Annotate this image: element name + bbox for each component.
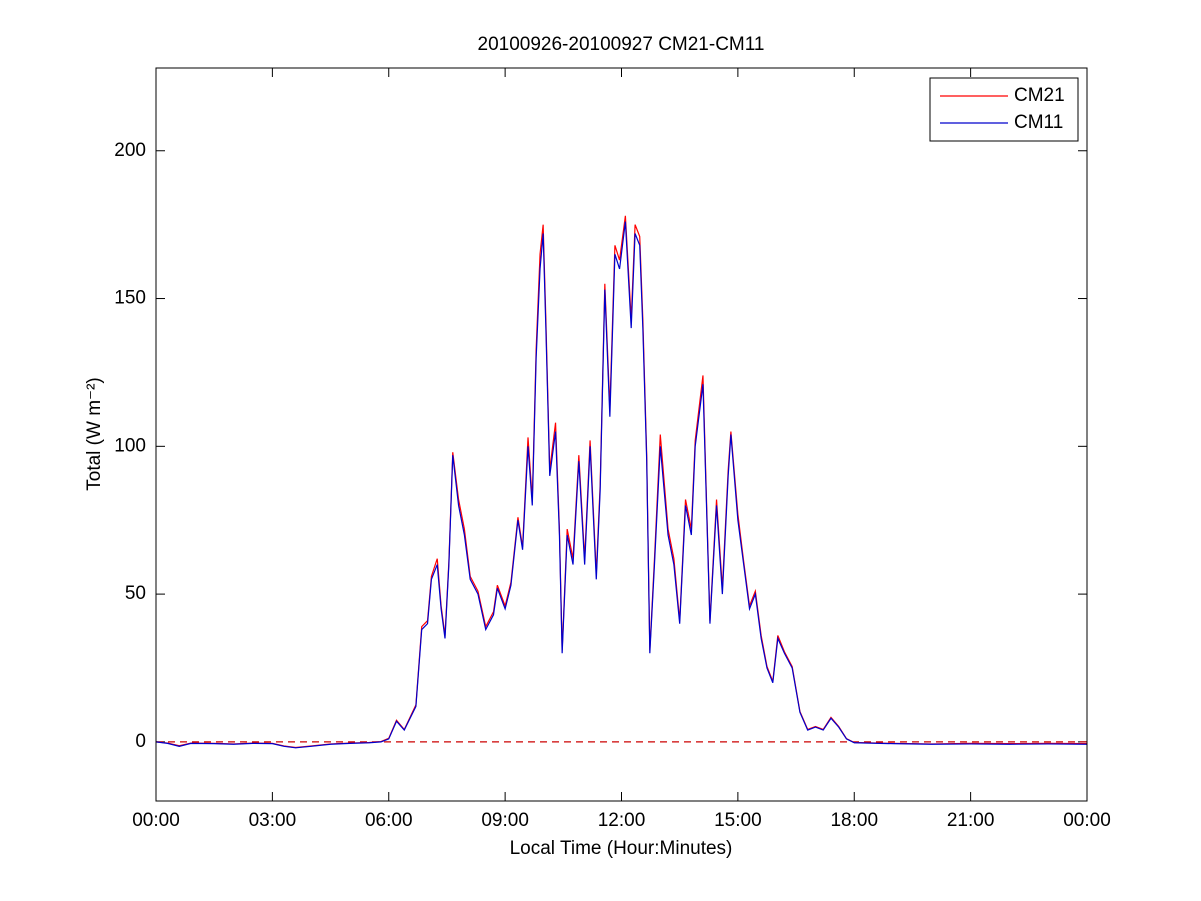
x-tick-label: 21:00: [947, 810, 995, 831]
x-tick-label: 18:00: [830, 810, 878, 831]
y-tick-label: 150: [114, 288, 146, 309]
y-tick-label: 200: [114, 140, 146, 161]
x-tick-label: 09:00: [481, 810, 529, 831]
y-tick-label: 50: [125, 583, 146, 604]
x-tick-label: 00:00: [132, 810, 180, 831]
y-tick-label: 100: [114, 435, 146, 456]
y-tick-label: 0: [135, 731, 146, 752]
x-tick-label: 06:00: [365, 810, 413, 831]
legend-label: CM11: [1014, 112, 1063, 133]
x-axis-label: Local Time (Hour:Minutes): [510, 838, 733, 859]
legend-box: [929, 77, 1079, 142]
data-line: [155, 221, 1088, 749]
legend-label: CM21: [1014, 85, 1065, 106]
x-tick-label: 15:00: [714, 810, 762, 831]
x-tick-label: 12:00: [598, 810, 646, 831]
chart-title: 20100926-20100927 CM21-CM11: [478, 34, 765, 55]
x-tick-label: 03:00: [249, 810, 297, 831]
axes-frame: [155, 67, 1088, 802]
x-tick-label: 00:00: [1063, 810, 1111, 831]
y-axis-label: Total (W m⁻²): [84, 377, 105, 490]
